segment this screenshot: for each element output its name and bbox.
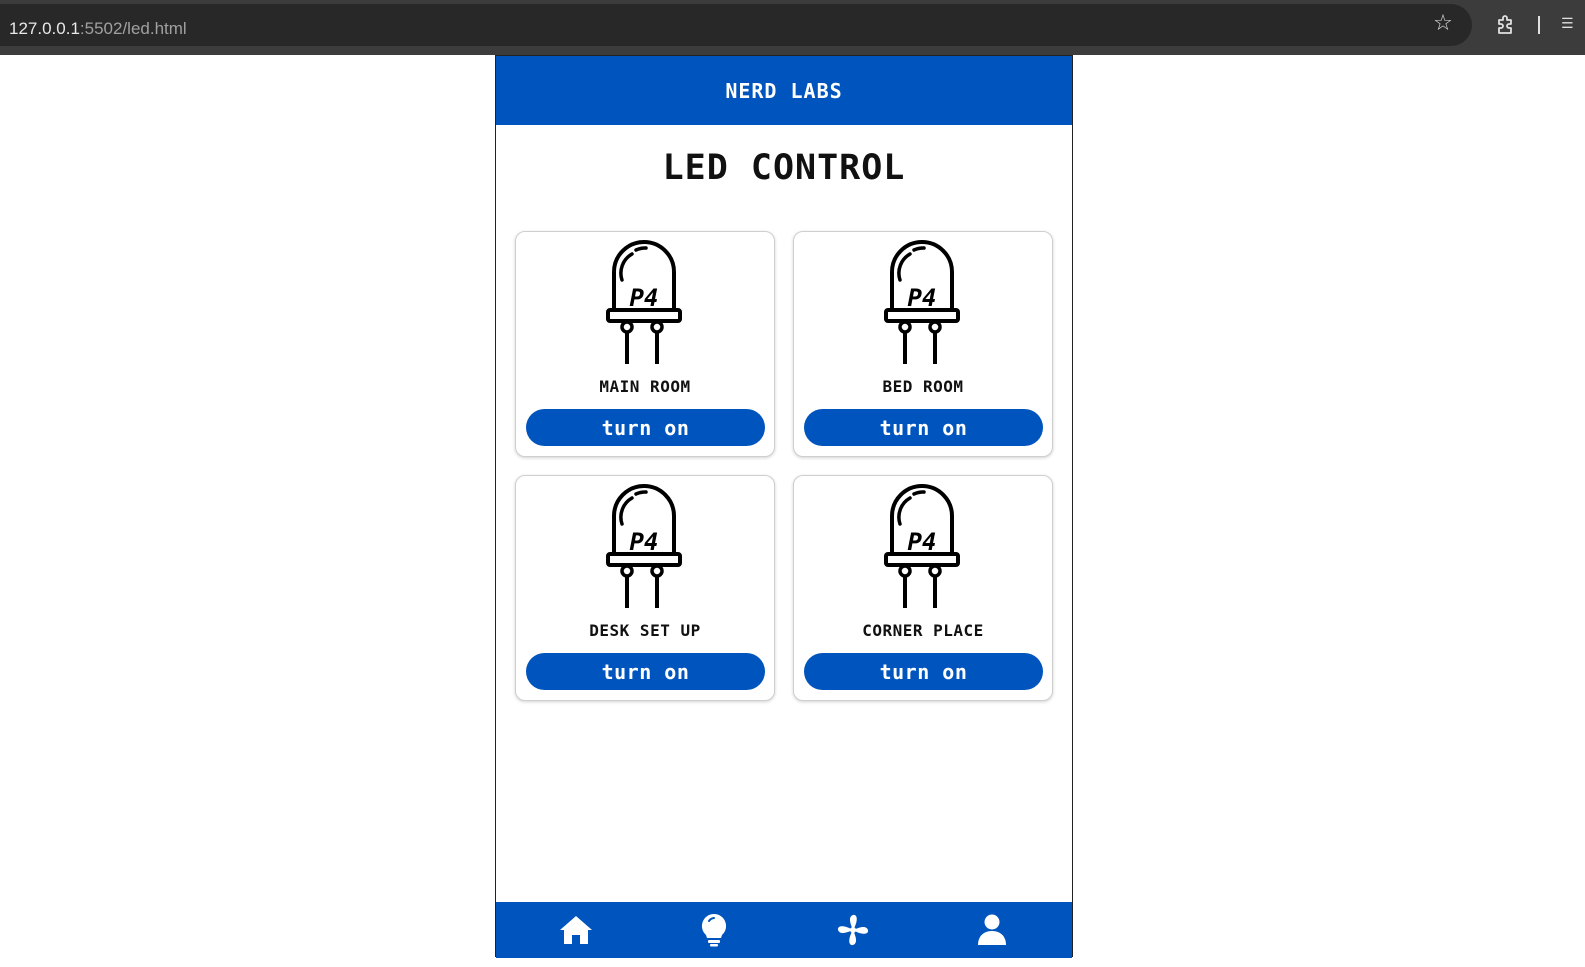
led-card-main-room: P4 MAIN ROOM turn on — [515, 231, 775, 457]
nav-profile[interactable] — [972, 912, 1012, 948]
turn-on-button-desk-set-up[interactable]: turn on — [526, 653, 765, 690]
user-icon — [978, 914, 1006, 945]
url-host: 127.0.0.1 — [9, 19, 80, 38]
nav-fan[interactable] — [833, 912, 873, 948]
browser-toolbar: i 127.0.0.1:5502/led.html ☆ ☰ — [0, 0, 1585, 55]
led-card-corner-place: P4 CORNER PLACE turn on — [793, 475, 1053, 701]
extensions-icon[interactable] — [1494, 13, 1518, 37]
led-icon: P4 — [884, 484, 960, 608]
page-title: LED CONTROL — [662, 148, 906, 188]
url-text[interactable]: 127.0.0.1:5502/led.html — [9, 19, 187, 39]
svg-text:P4: P4 — [908, 284, 937, 312]
url-path: :5502/led.html — [79, 19, 187, 38]
home-icon — [560, 916, 592, 944]
svg-text:P4: P4 — [908, 528, 937, 556]
nav-home[interactable] — [556, 912, 596, 948]
led-card-desk-set-up: P4 DESK SET UP turn on — [515, 475, 775, 701]
app-frame: NERD LABS LED CONTROL P4 MAIN ROOM turn … — [495, 55, 1073, 958]
svg-text:P4: P4 — [630, 528, 659, 556]
app-header: NERD LABS — [496, 56, 1072, 125]
app-title: NERD LABS — [725, 78, 843, 103]
bottom-nav — [496, 902, 1072, 958]
led-icon: P4 — [606, 240, 682, 364]
turn-on-button-bed-room[interactable]: turn on — [804, 409, 1043, 446]
menu-icon[interactable]: ☰ — [1561, 16, 1574, 32]
svg-text:P4: P4 — [630, 284, 659, 312]
bookmark-star-icon[interactable]: ☆ — [1433, 11, 1453, 36]
nav-led[interactable] — [694, 912, 734, 948]
address-bar[interactable]: i 127.0.0.1:5502/led.html — [0, 4, 1472, 46]
card-label: CORNER PLACE — [862, 621, 984, 640]
card-label: BED ROOM — [882, 377, 964, 396]
fan-icon — [837, 914, 869, 946]
turn-on-button-main-room[interactable]: turn on — [526, 409, 765, 446]
led-icon: P4 — [606, 484, 682, 608]
card-label: MAIN ROOM — [599, 377, 691, 396]
toolbar-divider — [1538, 16, 1540, 34]
led-icon: P4 — [884, 240, 960, 364]
led-card-bed-room: P4 BED ROOM turn on — [793, 231, 1053, 457]
bulb-icon — [701, 913, 727, 947]
led-card-grid: P4 MAIN ROOM turn on P4 BED ROOM — [515, 231, 1053, 701]
turn-on-button-corner-place[interactable]: turn on — [804, 653, 1043, 690]
card-label: DESK SET UP — [589, 621, 701, 640]
